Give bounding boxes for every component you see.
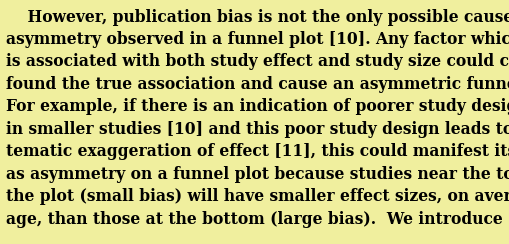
- Text: asymmetry observed in a funnel plot [10]. Any factor which: asymmetry observed in a funnel plot [10]…: [6, 31, 509, 48]
- Text: tematic exaggeration of effect [11], this could manifest itself: tematic exaggeration of effect [11], thi…: [6, 143, 509, 160]
- Text: the plot (small bias) will have smaller effect sizes, on aver-: the plot (small bias) will have smaller …: [6, 188, 509, 205]
- Text: as asymmetry on a funnel plot because studies near the top of: as asymmetry on a funnel plot because st…: [6, 166, 509, 183]
- Text: However, publication bias is not the only possible cause of: However, publication bias is not the onl…: [6, 9, 509, 26]
- Text: in smaller studies [10] and this poor study design leads to sys-: in smaller studies [10] and this poor st…: [6, 121, 509, 138]
- Text: is associated with both study effect and study size could con-: is associated with both study effect and…: [6, 53, 509, 71]
- Text: age, than those at the bottom (large bias).  We introduce: age, than those at the bottom (large bia…: [6, 211, 502, 228]
- Text: found the true association and cause an asymmetric funnel.: found the true association and cause an …: [6, 76, 509, 93]
- Text: For example, if there is an indication of poorer study design: For example, if there is an indication o…: [6, 98, 509, 115]
